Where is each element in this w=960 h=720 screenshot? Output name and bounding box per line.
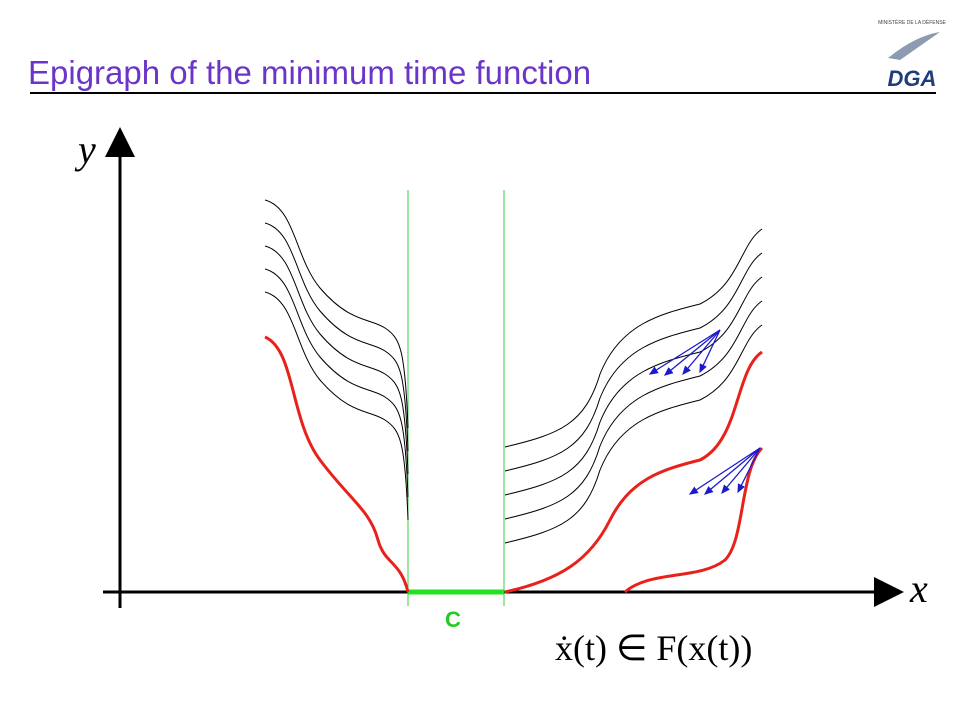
- axes: [103, 127, 904, 608]
- dynamics-equation: ẋ(t) ∈ F(x(t)): [555, 628, 752, 668]
- logo-caption: MINISTÈRE DE LA DÉFENSE: [878, 19, 946, 26]
- slide-title: Epigraph of the minimum time function: [28, 54, 591, 91]
- level-curves: [264, 199, 763, 544]
- boundary-curves: [264, 335, 764, 594]
- target-label: C: [445, 607, 461, 632]
- x-axis-label: x: [909, 566, 928, 611]
- velocity-fans: [648, 329, 761, 495]
- target-set: [407, 190, 505, 606]
- logo-text: DGA: [888, 66, 937, 91]
- logo: MINISTÈRE DE LA DÉFENSE DGA: [878, 19, 946, 91]
- y-axis-label: y: [74, 127, 96, 172]
